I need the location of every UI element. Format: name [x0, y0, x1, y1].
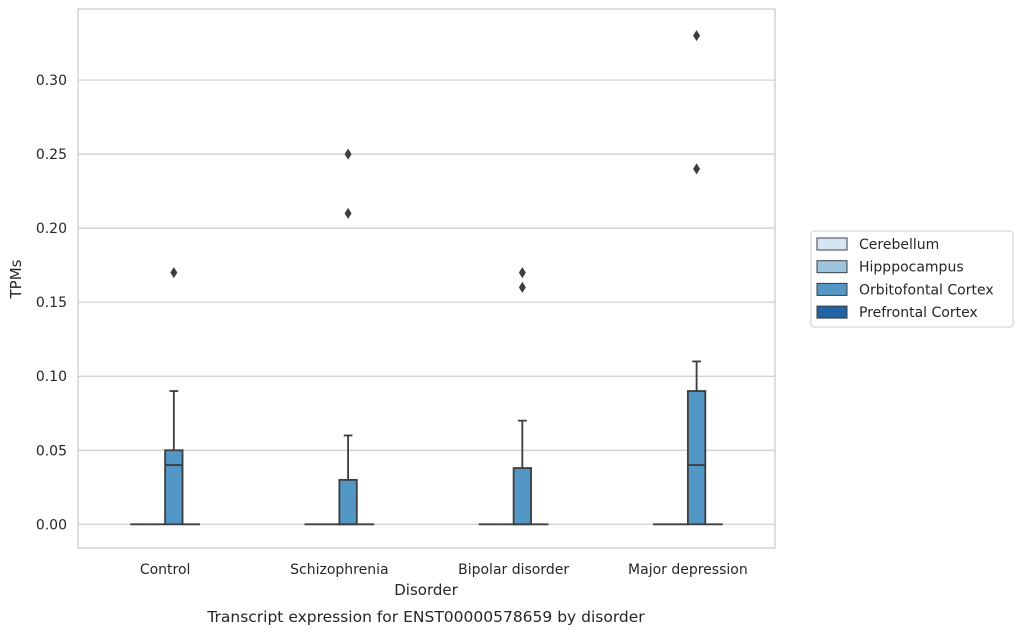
- y-axis-title: TPMs: [7, 259, 25, 299]
- chart-caption: Transcript expression for ENST0000057865…: [206, 608, 645, 626]
- x-tick-labels: Control Schizophrenia Bipolar disorder Majo…: [140, 562, 748, 578]
- box-orbitofontal-cortex: [512, 267, 532, 526]
- x-tick-label: Bipolar disorder: [458, 562, 569, 578]
- outlier-point: [344, 148, 352, 160]
- outlier-point: [518, 267, 526, 279]
- outlier-point: [693, 30, 701, 42]
- legend-swatch: [816, 260, 848, 274]
- y-tick-label: 0.15: [36, 295, 67, 311]
- legend-frame: [810, 230, 1014, 328]
- legend: Cerebellum Hipppocampus Orbitofontal Corte…: [810, 230, 1014, 328]
- y-tick-label: 0.25: [36, 147, 67, 163]
- legend-swatch: [816, 282, 848, 296]
- outlier-point: [693, 163, 701, 175]
- y-tick-label: 0.10: [36, 369, 67, 385]
- legend-label: Cerebellum: [859, 237, 939, 253]
- x-tick-label: Schizophrenia: [290, 562, 388, 578]
- x-tick-label: Control: [140, 562, 191, 578]
- y-tick-label: 0.05: [36, 443, 67, 459]
- box-body: [686, 390, 707, 526]
- legend-swatch: [816, 237, 848, 251]
- boxes: [130, 30, 723, 526]
- legend-label: Orbitofontal Cortex: [859, 282, 994, 298]
- x-axis-title: Disorder: [394, 581, 458, 599]
- grid-lines: [78, 79, 775, 525]
- y-tick-label: 0.30: [36, 73, 67, 89]
- y-tick-label: 0.00: [36, 517, 67, 533]
- box-orbitofontal-cortex: [338, 148, 358, 526]
- legend-label: Prefrontal Cortex: [859, 305, 978, 321]
- legend-label: Hipppocampus: [859, 260, 964, 276]
- outlier-point: [344, 207, 352, 219]
- x-tick-label: Major depression: [628, 562, 748, 578]
- box-orbitofontal-cortex: [686, 30, 707, 526]
- y-tick-label: 0.20: [36, 221, 67, 237]
- y-tick-labels: 0.00 0.05 0.10 0.15 0.20 0.25 0.30: [36, 73, 67, 533]
- box-body: [512, 467, 532, 526]
- box-body: [338, 478, 358, 526]
- legend-swatch: [816, 305, 848, 319]
- plot-frame: [77, 8, 776, 549]
- box-body: [164, 449, 184, 526]
- box-orbitofontal-cortex: [164, 267, 184, 526]
- outlier-point: [170, 267, 178, 279]
- outlier-point: [518, 281, 526, 293]
